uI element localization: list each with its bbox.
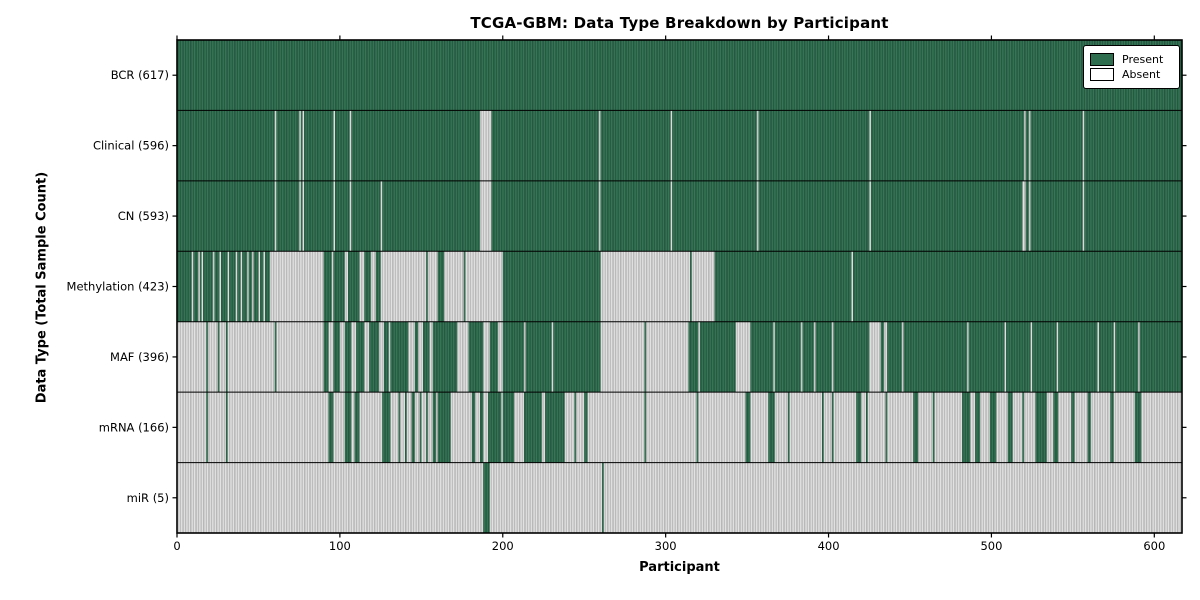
legend-absent-label: Absent (1122, 68, 1161, 81)
row-CN (177, 180, 1182, 252)
row-mRNA (177, 392, 1182, 463)
x-tick-label: 300 (655, 539, 677, 553)
row-Methylation (177, 251, 1182, 322)
row-miR (177, 462, 1182, 533)
x-tick-label: 0 (173, 539, 180, 553)
x-tick-label: 200 (492, 539, 514, 553)
y-tick-label-CN: CN (593) (118, 209, 169, 223)
x-tick-label: 100 (329, 539, 351, 553)
chart-title: TCGA-GBM: Data Type Breakdown by Partici… (470, 14, 889, 32)
present-swatch-icon (1090, 53, 1114, 66)
legend: Present Absent (1083, 45, 1180, 89)
absent-swatch-icon (1090, 68, 1114, 81)
y-tick-label-Methylation: Methylation (423) (67, 280, 169, 294)
legend-present-label: Present (1122, 53, 1164, 66)
x-axis-ticks: 0 100 200 300 400 500 600 (173, 35, 1165, 553)
y-axis-ticks: BCR (617) Clinical (596) CN (593) Methylati… (67, 68, 1187, 505)
row-MAF (177, 321, 1182, 393)
x-tick-label: 400 (818, 539, 840, 553)
legend-entry-absent: Absent (1090, 68, 1172, 81)
x-axis-label: Participant (639, 560, 720, 575)
y-tick-label-BCR: BCR (617) (111, 68, 169, 82)
row-BCR (177, 40, 1182, 111)
x-tick-label: 600 (1143, 539, 1165, 553)
x-tick-label: 500 (980, 539, 1002, 553)
y-tick-label-mRNA: mRNA (166) (99, 420, 169, 434)
legend-entry-present: Present (1090, 53, 1172, 66)
row-Clinical (177, 110, 1182, 181)
y-tick-label-MAF: MAF (396) (110, 350, 169, 364)
y-tick-label-miR: miR (5) (127, 491, 169, 505)
y-tick-label-Clinical: Clinical (596) (93, 139, 169, 153)
heatmap-rows (177, 40, 1182, 533)
